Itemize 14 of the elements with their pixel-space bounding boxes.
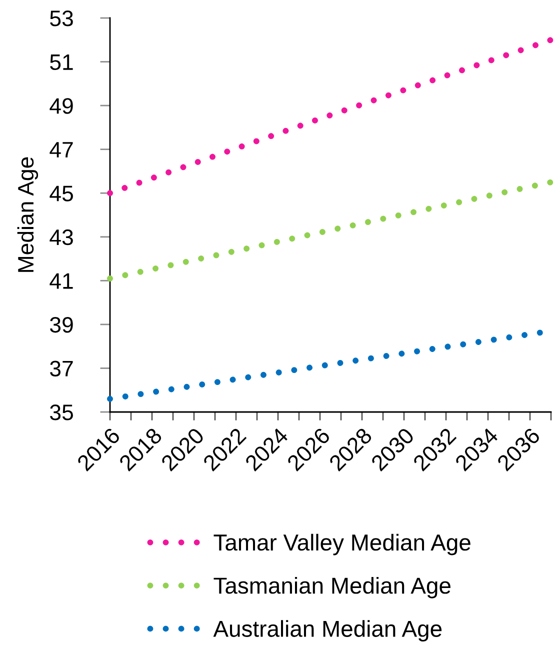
y-tick-label: 49 <box>50 98 73 114</box>
y-tick-label: 51 <box>50 54 73 70</box>
y-tick-label: 41 <box>50 273 73 289</box>
legend-label: Tamar Valley Median Age <box>214 534 470 556</box>
legend-label: Tasmanian Median Age <box>214 576 450 598</box>
y-axis-title: Median Age <box>17 157 38 272</box>
y-tick-label: 35 <box>50 404 73 420</box>
legend-label: Australian Median Age <box>213 620 442 642</box>
y-tick-label: 53 <box>50 10 73 26</box>
y-tick-label: 39 <box>50 316 73 333</box>
y-tick-label: 37 <box>50 360 73 376</box>
y-tick-label: 47 <box>50 142 73 158</box>
y-tick-label: 45 <box>50 186 73 202</box>
y-tick-label: 43 <box>50 229 73 246</box>
